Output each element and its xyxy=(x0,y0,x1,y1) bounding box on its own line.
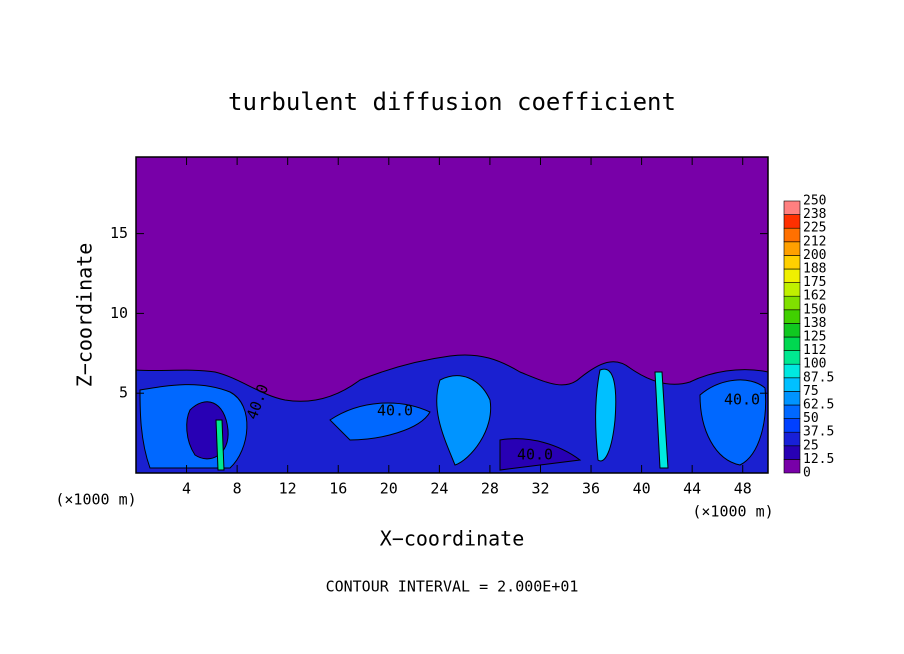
colorbar-swatch xyxy=(783,404,801,419)
colorbar-label: 150 xyxy=(803,302,826,317)
colorbar-label: 112 xyxy=(803,343,826,358)
contour-label: 40.0 xyxy=(377,402,413,420)
x-unit-label: (×1000 m) xyxy=(55,491,136,509)
colorbar-swatch xyxy=(783,309,801,324)
x-tick-label: 32 xyxy=(531,480,549,498)
x-tick-label: 48 xyxy=(734,480,752,498)
colorbar-label: 37.5 xyxy=(803,425,834,440)
colorbar-label: 188 xyxy=(803,262,826,277)
colorbar-label: 238 xyxy=(803,207,826,222)
x-tick-label: 4 xyxy=(182,480,191,498)
y-tick-label: 5 xyxy=(119,384,128,402)
x-axis-label: X−coordinate xyxy=(380,527,525,551)
colorbar-swatch xyxy=(783,268,801,283)
x-tick-label: 40 xyxy=(633,480,651,498)
colorbar-swatch xyxy=(783,377,801,392)
colorbar-label: 200 xyxy=(803,248,826,263)
x-tick-label: 36 xyxy=(582,480,600,498)
colorbar-label: 212 xyxy=(803,234,826,249)
y-axis-label: Z−coordinate xyxy=(73,243,97,388)
colorbar-label: 162 xyxy=(803,289,826,304)
colorbar-swatch xyxy=(783,214,801,229)
x-unit-label: (×1000 m) xyxy=(692,503,773,521)
colorbar-label: 175 xyxy=(803,275,826,290)
colorbar-swatch xyxy=(783,200,801,215)
y-tick-label: 15 xyxy=(110,224,128,242)
chart-title: turbulent diffusion coefficient xyxy=(228,88,676,116)
colorbar-label: 250 xyxy=(803,194,826,209)
colorbar-label: 50 xyxy=(803,411,819,426)
colorbar-swatch xyxy=(783,323,801,338)
colorbar-label: 12.5 xyxy=(803,452,834,467)
field-region xyxy=(699,379,767,466)
colorbar-swatch xyxy=(783,241,801,256)
colorbar-label: 0 xyxy=(803,466,811,481)
x-tick-label: 20 xyxy=(380,480,398,498)
colorbar-label: 100 xyxy=(803,357,826,372)
colorbar-label: 75 xyxy=(803,384,819,399)
plot-frame xyxy=(135,156,769,474)
x-tick-label: 24 xyxy=(430,480,448,498)
colorbar-swatch xyxy=(783,282,801,297)
colorbar-label: 62.5 xyxy=(803,398,834,413)
colorbar-swatch xyxy=(783,431,801,447)
contour-label: 40.0 xyxy=(724,391,760,409)
colorbar-label: 125 xyxy=(803,330,826,345)
x-tick-label: 28 xyxy=(481,480,499,498)
colorbar-swatch xyxy=(783,363,801,379)
colorbar-swatch xyxy=(783,227,801,243)
colorbar-swatch xyxy=(783,336,801,351)
colorbar-label: 138 xyxy=(803,316,826,331)
colorbar-swatch xyxy=(783,350,801,365)
x-tick-label: 8 xyxy=(233,480,242,498)
colorbar-swatch xyxy=(783,459,801,474)
contour-field xyxy=(135,156,769,474)
field-region xyxy=(215,419,225,471)
colorbar-swatch xyxy=(783,445,801,460)
x-tick-label: 12 xyxy=(279,480,297,498)
x-tick-label: 44 xyxy=(683,480,701,498)
colorbar-swatch xyxy=(783,255,801,270)
colorbar-label: 25 xyxy=(803,438,819,453)
colorbar-label: 225 xyxy=(803,221,826,236)
x-tick-label: 16 xyxy=(329,480,347,498)
field-region xyxy=(329,402,431,441)
field-region xyxy=(654,371,669,469)
contour-label: 40.0 xyxy=(517,446,553,464)
colorbar-swatch xyxy=(783,418,801,433)
y-tick-label: 10 xyxy=(110,304,128,322)
field-region xyxy=(436,375,492,466)
footer-note: CONTOUR INTERVAL = 2.000E+01 xyxy=(326,578,579,596)
colorbar-label: 87.5 xyxy=(803,370,834,385)
colorbar-swatch xyxy=(783,391,801,406)
field-region xyxy=(499,438,582,471)
colorbar-swatch xyxy=(783,295,801,311)
field-region xyxy=(595,368,617,462)
